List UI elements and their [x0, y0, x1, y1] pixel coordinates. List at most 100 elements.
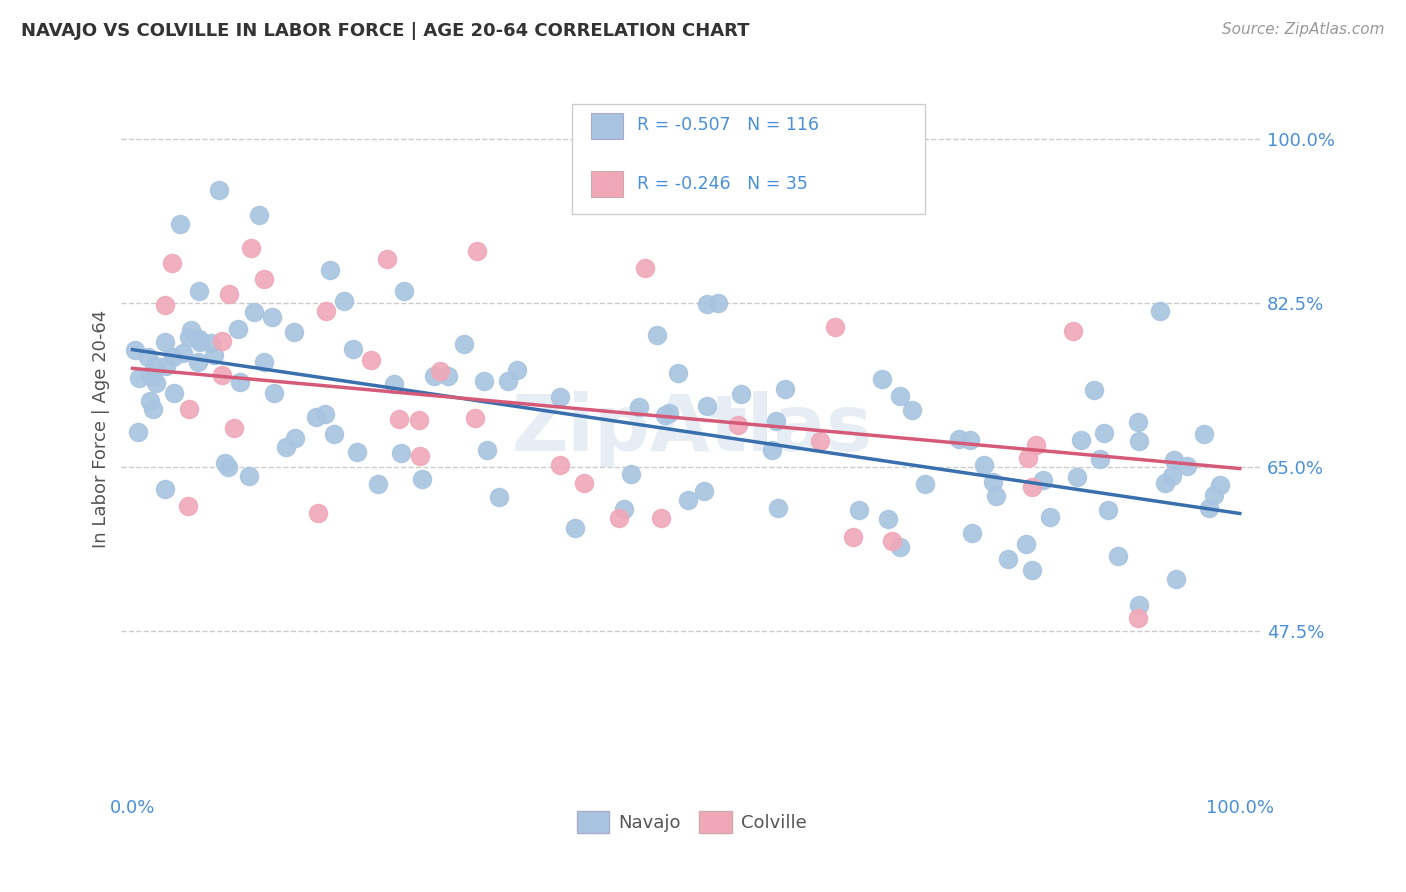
Point — [650, 511, 672, 525]
Point — [824, 319, 846, 334]
Point — [276, 440, 298, 454]
Point — [1149, 303, 1171, 318]
Point — [179, 401, 201, 416]
Text: Source: ZipAtlas.com: Source: ZipAtlas.com — [1222, 22, 1385, 37]
Point — [139, 368, 162, 383]
Point — [889, 540, 911, 554]
Point — [1128, 598, 1150, 612]
Point — [730, 386, 752, 401]
Point — [1126, 611, 1149, 625]
Point — [188, 332, 211, 346]
Point — [842, 530, 865, 544]
Point — [346, 445, 368, 459]
Point — [1107, 549, 1129, 563]
Point — [305, 409, 328, 424]
Point — [423, 368, 446, 383]
Point — [1032, 473, 1054, 487]
Point — [765, 414, 787, 428]
Point — [314, 407, 336, 421]
Legend: Navajo, Colville: Navajo, Colville — [569, 804, 814, 840]
Point — [676, 493, 699, 508]
Point — [488, 490, 510, 504]
Point — [997, 552, 1019, 566]
Point — [177, 500, 200, 514]
Point — [658, 406, 681, 420]
Point — [409, 449, 432, 463]
Point — [142, 369, 165, 384]
Point — [1166, 572, 1188, 586]
Point — [634, 260, 657, 275]
Point — [1097, 502, 1119, 516]
Point — [654, 409, 676, 423]
Point — [392, 285, 415, 299]
Point — [1083, 383, 1105, 397]
Point — [620, 467, 643, 481]
Point — [889, 388, 911, 402]
Point — [169, 217, 191, 231]
Point — [153, 335, 176, 350]
Point — [973, 458, 995, 472]
Point — [475, 442, 498, 457]
Point — [208, 182, 231, 196]
Point — [882, 533, 904, 548]
Point — [1128, 434, 1150, 448]
Point — [222, 420, 245, 434]
Point — [429, 364, 451, 378]
Point — [172, 346, 194, 360]
Point — [366, 477, 388, 491]
Text: NAVAJO VS COLVILLE IN LABOR FORCE | AGE 20-64 CORRELATION CHART: NAVAJO VS COLVILLE IN LABOR FORCE | AGE … — [21, 22, 749, 40]
Point — [548, 390, 571, 404]
Point — [243, 305, 266, 319]
Point — [318, 263, 340, 277]
Point — [1163, 452, 1185, 467]
Point — [613, 501, 636, 516]
Point — [693, 484, 716, 499]
Point — [139, 394, 162, 409]
Point — [465, 244, 488, 258]
Point — [136, 350, 159, 364]
Point — [179, 330, 201, 344]
Point — [948, 432, 970, 446]
Point — [1175, 459, 1198, 474]
Point — [707, 296, 730, 310]
Point — [437, 368, 460, 383]
Point — [283, 326, 305, 340]
Point — [315, 303, 337, 318]
Point — [808, 434, 831, 448]
Point — [1070, 433, 1092, 447]
Point — [323, 427, 346, 442]
Point — [217, 459, 239, 474]
Point — [145, 376, 167, 390]
Point — [1154, 475, 1177, 490]
Point — [1128, 416, 1150, 430]
Point — [187, 285, 209, 299]
Point — [496, 374, 519, 388]
Point — [389, 446, 412, 460]
Point — [143, 359, 166, 374]
Point — [162, 256, 184, 270]
Point — [307, 507, 329, 521]
Point — [1088, 451, 1111, 466]
Point — [1198, 500, 1220, 515]
Point — [218, 286, 240, 301]
Point — [127, 425, 149, 440]
Bar — [592, 113, 623, 138]
Point — [333, 293, 356, 308]
Point — [984, 489, 1007, 503]
Point — [211, 334, 233, 349]
Point — [375, 252, 398, 267]
Point — [200, 335, 222, 350]
Point — [211, 368, 233, 383]
Point — [848, 503, 870, 517]
Point — [226, 322, 249, 336]
Point — [188, 334, 211, 349]
Point — [1066, 470, 1088, 484]
Point — [238, 468, 260, 483]
Point — [870, 372, 893, 386]
Point — [474, 374, 496, 388]
Point — [252, 355, 274, 369]
FancyBboxPatch shape — [572, 104, 925, 214]
Bar — [592, 171, 623, 197]
Point — [1017, 450, 1039, 465]
Point — [960, 526, 983, 541]
